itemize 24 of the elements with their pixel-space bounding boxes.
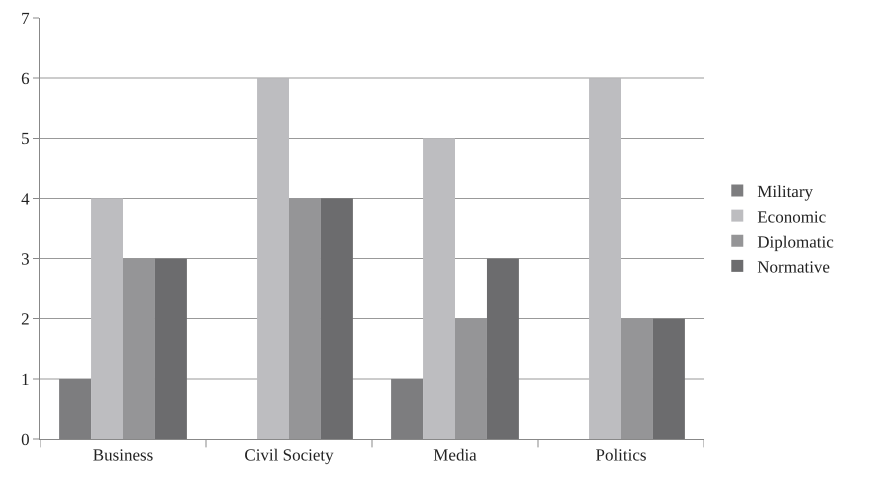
bar	[257, 78, 289, 439]
y-tick-label: 4	[21, 189, 30, 208]
bar	[154, 258, 187, 439]
y-tick-label: 0	[21, 430, 30, 449]
y-tick-label: 1	[21, 370, 30, 389]
y-tick-label: 5	[21, 129, 30, 148]
x-tick-label: Business	[92, 445, 154, 464]
legend-label: Normative	[757, 257, 830, 276]
legend-label: Economic	[757, 207, 827, 226]
legend-label: Military	[757, 182, 814, 202]
legend-label: Diplomatic	[757, 232, 834, 252]
bar	[486, 258, 519, 439]
bar	[589, 78, 621, 439]
bar	[423, 138, 455, 439]
y-tick-label: 6	[21, 69, 30, 88]
y-tick-label: 7	[21, 8, 30, 28]
x-tick-label: Politics	[595, 445, 647, 464]
x-tick-label: Civil Society	[244, 445, 334, 464]
bar	[652, 318, 685, 439]
bar	[320, 198, 353, 439]
y-tick-label: 3	[21, 250, 30, 269]
bar	[91, 198, 123, 439]
x-tick-label: Media	[433, 445, 478, 464]
y-tick-label: 2	[21, 310, 30, 329]
